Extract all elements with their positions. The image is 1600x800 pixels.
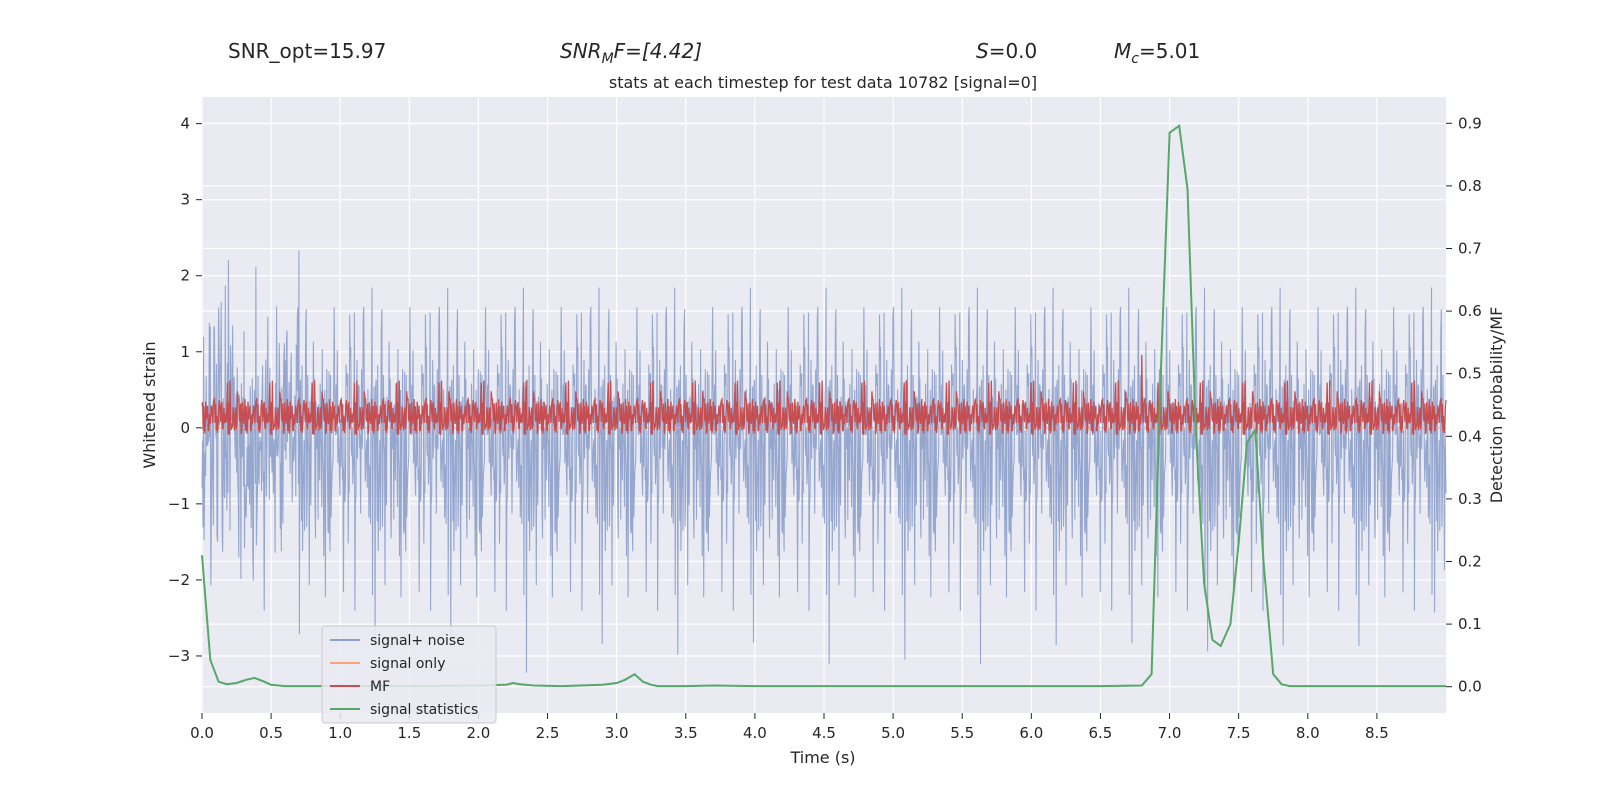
y-tick-label-6: 3 bbox=[180, 191, 190, 209]
x-tick-label-15: 7.5 bbox=[1227, 724, 1251, 742]
y-axis-right: 0.0 0.1 0.2 0.3 0.4 0.5 0.6 0.7 0.8 0.9 bbox=[1446, 114, 1482, 696]
x-axis: 0.0 0.5 1.0 1.5 2.0 2.5 3.0 3.5 4.0 4.5 5.0 5.5 6.0 6… bbox=[190, 713, 1389, 742]
legend-label-signal-only: signal only bbox=[370, 656, 445, 672]
y-right-tick-label-0: 0.0 bbox=[1458, 678, 1482, 696]
x-tick-label-11: 5.5 bbox=[950, 724, 974, 742]
x-tick-label-16: 8.0 bbox=[1296, 724, 1320, 742]
y-right-tick-label-7: 0.7 bbox=[1458, 239, 1482, 257]
y-tick-label-1: −2 bbox=[168, 571, 190, 589]
y-right-tick-label-6: 0.6 bbox=[1458, 302, 1482, 320]
x-tick-label-14: 7.0 bbox=[1158, 724, 1182, 742]
x-tick-label-5: 2.5 bbox=[536, 724, 560, 742]
y-axis-right-label: Detection probability/MF bbox=[1487, 307, 1506, 504]
series-mf bbox=[201, 354, 1447, 435]
y-right-tick-label-1: 0.1 bbox=[1458, 615, 1482, 633]
x-axis-label: Time (s) bbox=[789, 748, 855, 767]
s-value-text: S=0.0 bbox=[976, 39, 1037, 63]
y-axis-left: −3 −2 −1 0 1 2 3 4 bbox=[168, 115, 202, 665]
x-tick-label-13: 6.5 bbox=[1089, 724, 1113, 742]
x-tick-label-6: 3.0 bbox=[605, 724, 629, 742]
y-right-tick-label-5: 0.5 bbox=[1458, 365, 1482, 383]
x-tick-label-2: 1.0 bbox=[328, 724, 352, 742]
y-tick-label-2: −1 bbox=[168, 495, 190, 513]
y-tick-label-7: 4 bbox=[180, 115, 190, 133]
y-axis-label: Whitened strain bbox=[140, 341, 159, 468]
y-tick-label-4: 1 bbox=[180, 343, 190, 361]
x-tick-label-17: 8.5 bbox=[1365, 724, 1389, 742]
x-tick-label-1: 0.5 bbox=[259, 724, 283, 742]
legend-label-signal-statistics: signal statistics bbox=[370, 702, 478, 718]
y-tick-label-0: −3 bbox=[168, 647, 190, 665]
x-tick-label-8: 4.0 bbox=[743, 724, 767, 742]
series-signal-noise bbox=[201, 250, 1447, 673]
chart-title: stats at each timestep for test data 107… bbox=[609, 73, 1037, 92]
legend: signal+ noise signal only MF signal statist… bbox=[321, 625, 497, 724]
y-right-tick-label-2: 0.2 bbox=[1458, 553, 1482, 571]
x-tick-label-7: 3.5 bbox=[674, 724, 698, 742]
x-tick-label-12: 6.0 bbox=[1019, 724, 1043, 742]
series-layer bbox=[201, 124, 1447, 688]
snr-mf-text: SNRMF=[4.42] bbox=[560, 39, 702, 67]
x-tick-label-0: 0.0 bbox=[190, 724, 214, 742]
y-right-tick-label-9: 0.9 bbox=[1458, 114, 1482, 132]
x-tick-label-4: 2.0 bbox=[467, 724, 491, 742]
legend-box bbox=[321, 625, 497, 724]
y-right-tick-label-4: 0.4 bbox=[1458, 427, 1482, 445]
mc-value-text: Mc=5.01 bbox=[1114, 39, 1200, 67]
y-tick-label-5: 2 bbox=[180, 267, 190, 285]
legend-label-mf: MF bbox=[370, 679, 390, 695]
legend-label-signal-noise: signal+ noise bbox=[370, 633, 465, 649]
x-tick-label-9: 4.5 bbox=[812, 724, 836, 742]
y-tick-label-3: 0 bbox=[180, 419, 190, 437]
snr-opt-text: SNR_opt=15.97 bbox=[228, 39, 386, 63]
x-tick-label-3: 1.5 bbox=[397, 724, 421, 742]
x-tick-label-10: 5.0 bbox=[881, 724, 905, 742]
y-right-tick-label-8: 0.8 bbox=[1458, 177, 1482, 195]
series-signal-statistics bbox=[201, 124, 1446, 688]
y-right-tick-label-3: 0.3 bbox=[1458, 490, 1482, 508]
